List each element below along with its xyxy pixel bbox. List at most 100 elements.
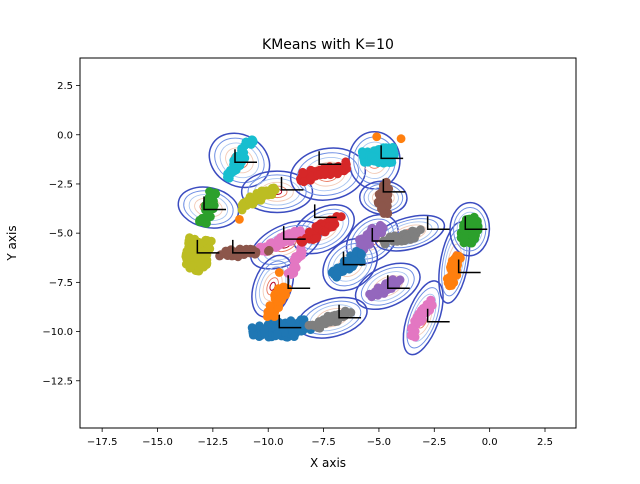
cluster-olive-2 bbox=[237, 183, 280, 215]
centroid-marker bbox=[313, 204, 337, 219]
data-point bbox=[327, 222, 337, 231]
centroid-marker bbox=[380, 145, 404, 160]
data-point bbox=[374, 189, 384, 199]
centroid-marker bbox=[282, 226, 306, 240]
plot-content bbox=[177, 131, 491, 356]
data-point bbox=[297, 247, 307, 257]
data-point bbox=[448, 268, 458, 278]
data-point bbox=[185, 263, 195, 273]
cluster-red-2 bbox=[296, 157, 352, 187]
data-point bbox=[333, 161, 343, 171]
data-point bbox=[299, 177, 309, 187]
data-point bbox=[460, 232, 469, 242]
data-point bbox=[304, 227, 314, 237]
data-point bbox=[273, 297, 283, 306]
data-point bbox=[286, 270, 296, 279]
data-point bbox=[289, 332, 299, 341]
cluster-cyan-1 bbox=[223, 135, 258, 183]
data-point bbox=[264, 245, 274, 255]
data-point bbox=[332, 269, 341, 279]
x-axis-label: X axis bbox=[310, 456, 346, 470]
x-tick-label: −7.5 bbox=[311, 437, 335, 448]
cluster-center-markers bbox=[196, 145, 488, 329]
contour-13-level-1 bbox=[354, 262, 421, 311]
data-point bbox=[357, 250, 366, 259]
data-point bbox=[248, 330, 258, 340]
cluster-pink-3 bbox=[406, 295, 437, 342]
data-point bbox=[286, 316, 296, 326]
data-point bbox=[235, 214, 244, 224]
contour-3-level-1 bbox=[240, 170, 314, 214]
centroid-marker bbox=[196, 239, 220, 254]
cluster-pink-1 bbox=[283, 243, 307, 279]
contour-15-level-1 bbox=[402, 280, 444, 356]
x-axis-ticks: −17.5 −15.0 −12.5 −10.0 −7.5 −5.0 −2.5 0.0 2.5 bbox=[87, 428, 553, 448]
data-point bbox=[199, 247, 208, 256]
y-tick-label: −5.0 bbox=[49, 229, 73, 240]
data-point bbox=[241, 137, 251, 147]
centroid-marker bbox=[232, 239, 255, 254]
data-point bbox=[416, 306, 426, 315]
data-point bbox=[229, 166, 239, 176]
data-point bbox=[370, 156, 380, 166]
x-tick-label: 0.0 bbox=[482, 437, 498, 448]
x-tick-label: −17.5 bbox=[87, 437, 118, 448]
data-point bbox=[245, 196, 255, 206]
centroid-marker bbox=[426, 308, 450, 323]
data-point bbox=[358, 240, 368, 250]
centroid-marker bbox=[203, 196, 226, 211]
x-tick-label: −10.0 bbox=[253, 437, 284, 448]
data-point bbox=[377, 228, 387, 238]
y-tick-label: 2.5 bbox=[57, 81, 73, 92]
data-point bbox=[249, 247, 259, 257]
cluster-pink-2 bbox=[255, 226, 307, 257]
data-point bbox=[468, 216, 478, 225]
centroid-marker bbox=[287, 275, 311, 290]
data-point bbox=[265, 301, 275, 310]
data-point bbox=[409, 330, 418, 339]
data-point bbox=[336, 212, 346, 222]
data-point bbox=[311, 234, 321, 243]
data-point bbox=[364, 237, 374, 246]
data-point bbox=[414, 317, 423, 327]
data-point bbox=[402, 233, 411, 243]
data-point bbox=[235, 247, 244, 257]
contour-10-level-1 bbox=[374, 214, 446, 252]
data-point bbox=[468, 231, 477, 241]
y-tick-label: −12.5 bbox=[42, 376, 73, 387]
axes-frame bbox=[79, 57, 577, 429]
centroid-marker bbox=[457, 259, 481, 274]
data-point bbox=[320, 170, 330, 180]
data-point bbox=[188, 240, 198, 250]
contour-12-level-1 bbox=[251, 254, 295, 318]
data-point bbox=[224, 173, 234, 183]
cluster-brown-2 bbox=[373, 177, 394, 219]
data-point bbox=[196, 259, 206, 269]
contour-13-level-2 bbox=[360, 266, 415, 306]
centroid-marker bbox=[278, 314, 302, 329]
data-point bbox=[372, 132, 382, 142]
data-point bbox=[248, 135, 258, 145]
centroid-marker bbox=[371, 228, 395, 242]
data-point bbox=[455, 253, 465, 262]
cluster-olive-1 bbox=[181, 233, 216, 276]
data-point bbox=[260, 324, 269, 334]
contour-3-level-2 bbox=[247, 174, 307, 210]
data-point bbox=[291, 255, 300, 265]
data-point bbox=[194, 266, 203, 276]
data-point bbox=[204, 193, 214, 203]
data-point bbox=[202, 212, 212, 222]
data-point bbox=[396, 134, 406, 144]
cluster-cyan-2 bbox=[357, 142, 399, 168]
cluster-red-1 bbox=[296, 212, 346, 247]
data-point bbox=[349, 256, 359, 265]
data-point bbox=[358, 149, 368, 159]
data-point bbox=[237, 146, 246, 156]
data-point bbox=[360, 157, 369, 167]
contour-5-level-1 bbox=[292, 204, 355, 255]
data-point bbox=[377, 202, 387, 212]
y-tick-label: 0.0 bbox=[57, 130, 73, 141]
plot-area bbox=[177, 131, 491, 356]
